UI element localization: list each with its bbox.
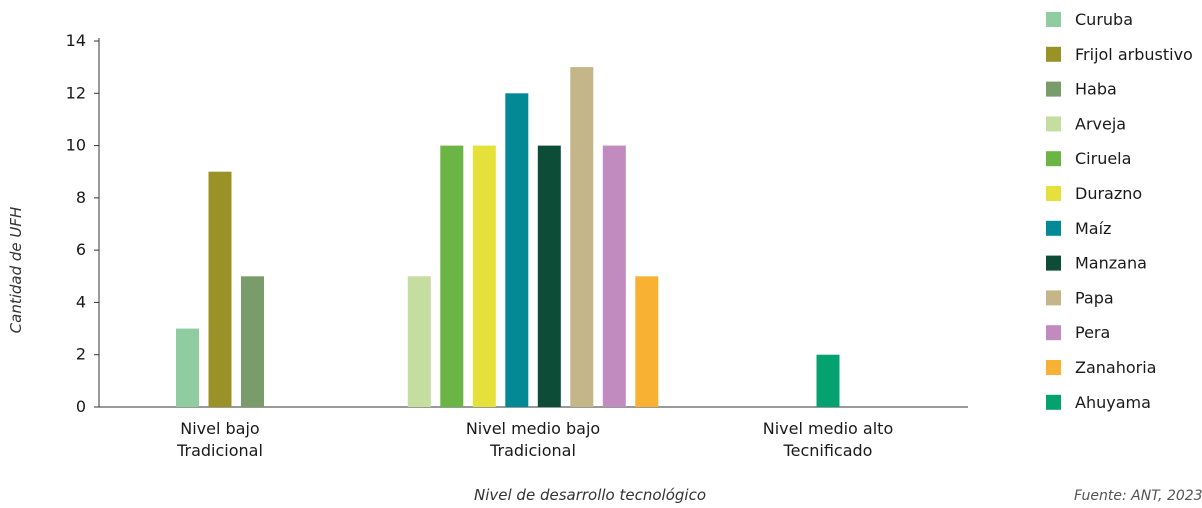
- bar-ciruela: [440, 145, 464, 407]
- bar-manzana: [537, 145, 561, 407]
- legend-label: Zanahoria: [1075, 358, 1156, 377]
- bar-haba: [241, 276, 264, 407]
- y-tick-label: 14: [66, 31, 86, 50]
- bar-pera: [602, 145, 626, 407]
- x-axis-title: Nivel de desarrollo tecnológico: [474, 486, 706, 504]
- legend-label: Durazno: [1075, 184, 1142, 203]
- legend-label: Arveja: [1075, 114, 1126, 133]
- y-axis-title: Cantidad de UFH: [7, 207, 25, 334]
- bar-zanahoria: [635, 276, 659, 407]
- category-label: Nivel medio bajo: [466, 419, 600, 438]
- category-label: Nivel bajo: [180, 419, 259, 438]
- y-tick-label: 10: [66, 136, 86, 155]
- legend-swatch: [1046, 46, 1061, 62]
- legend-label: Curuba: [1075, 10, 1133, 29]
- category-label: Tecnificado: [783, 441, 873, 460]
- legend-label: Frijol arbustivo: [1075, 45, 1193, 64]
- legend-label: Haba: [1075, 80, 1117, 99]
- legend-label: Ciruela: [1075, 149, 1131, 168]
- legend-swatch: [1046, 12, 1061, 27]
- bar-papa: [570, 67, 594, 407]
- legend-label: Maíz: [1075, 219, 1111, 238]
- legend-swatch: [1046, 360, 1061, 375]
- legend: Curuba Frijol arbustivo Haba Arveja Ciruela D…: [1046, 10, 1193, 412]
- category-label: Nivel medio alto: [763, 419, 893, 438]
- bars: [176, 67, 840, 408]
- legend-swatch: [1046, 116, 1061, 132]
- bar-curuba: [176, 328, 199, 407]
- bar-ahuyama: [816, 354, 840, 407]
- legend-swatch: [1046, 81, 1061, 97]
- bar-maíz: [505, 93, 529, 408]
- y-tick-label: 0: [76, 397, 86, 416]
- legend-swatch: [1046, 325, 1061, 341]
- legend-swatch: [1046, 255, 1061, 271]
- y-tick-label: 8: [76, 188, 86, 207]
- category-label: Tradicional: [489, 441, 576, 460]
- legend-swatch: [1046, 186, 1061, 201]
- legend-swatch: [1046, 394, 1061, 410]
- legend-label: Pera: [1075, 323, 1110, 342]
- y-tick-label: 12: [66, 83, 86, 102]
- legend-label: Manzana: [1075, 254, 1147, 273]
- category-labels: Nivel bajo Tradicional Nivel medio bajo Tra…: [176, 419, 893, 460]
- bar-durazno: [472, 145, 496, 407]
- legend-swatch: [1046, 290, 1061, 306]
- legend-swatch: [1046, 151, 1061, 167]
- y-tick-label: 2: [76, 345, 86, 364]
- legend-swatch: [1046, 220, 1061, 236]
- y-tick-label: 4: [76, 292, 86, 311]
- bar-frijol-arbustivo: [208, 171, 232, 407]
- legend-label: Ahuyama: [1075, 393, 1151, 412]
- legend-label: Papa: [1075, 288, 1114, 307]
- bar-arveja: [407, 276, 431, 407]
- category-label: Tradicional: [176, 441, 263, 460]
- source-note: Fuente: ANT, 2023.: [1074, 488, 1202, 504]
- y-tick-label: 6: [76, 240, 86, 259]
- y-axis: 0 2 4 6 8 10 12 14: [66, 31, 100, 416]
